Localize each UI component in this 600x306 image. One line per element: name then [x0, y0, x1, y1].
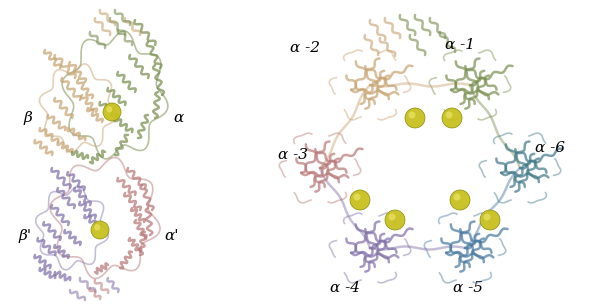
Text: β': β' — [19, 229, 32, 243]
Circle shape — [454, 193, 461, 200]
Circle shape — [405, 108, 425, 128]
Circle shape — [350, 190, 370, 210]
Circle shape — [389, 214, 395, 221]
Circle shape — [445, 111, 452, 118]
Text: α: α — [173, 111, 183, 125]
Circle shape — [409, 111, 415, 118]
Text: α -3: α -3 — [278, 148, 308, 162]
Circle shape — [91, 221, 109, 239]
Text: α': α' — [165, 229, 179, 243]
Circle shape — [484, 214, 491, 221]
Text: α -4: α -4 — [330, 281, 360, 295]
Text: α -5: α -5 — [453, 281, 483, 295]
Circle shape — [103, 103, 121, 121]
Text: α -6: α -6 — [535, 141, 565, 155]
Circle shape — [353, 193, 361, 200]
Circle shape — [450, 190, 470, 210]
Text: β: β — [23, 111, 32, 125]
Text: α -2: α -2 — [290, 41, 320, 55]
Circle shape — [94, 224, 100, 230]
Circle shape — [480, 210, 500, 230]
Circle shape — [106, 106, 112, 112]
Circle shape — [385, 210, 405, 230]
Circle shape — [442, 108, 462, 128]
Text: α -1: α -1 — [445, 38, 475, 52]
